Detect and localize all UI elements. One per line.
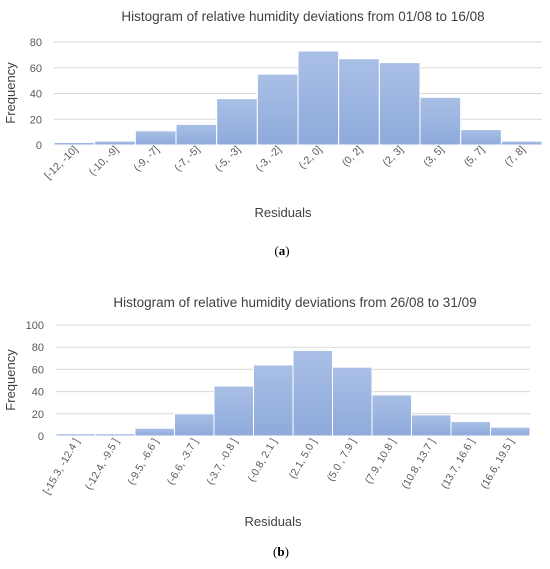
chart-title: Histogram of relative humidity deviation… <box>113 295 476 310</box>
x-category-label: (-10, -9] <box>87 144 122 179</box>
x-category-label: (-0.8, 2.1 ] <box>246 436 280 484</box>
y-tick-label: 0 <box>36 140 42 152</box>
figure-caption: (b) <box>273 544 289 559</box>
histogram-bar <box>500 140 543 146</box>
histogram-bar <box>371 394 412 437</box>
x-category-label: (13.7, 16.6 ] <box>439 436 477 491</box>
figure-caption: (a) <box>274 243 289 258</box>
x-category-label: (10.8, 13.7 ] <box>399 436 437 491</box>
histogram-bar <box>450 421 491 437</box>
x-category-label: (7.9, 10.8 ] <box>363 436 399 486</box>
histogram-panel-a: Histogram of relative humidity deviation… <box>3 9 543 258</box>
histogram-bar <box>94 140 136 146</box>
y-axis-title: Frequency <box>3 62 18 124</box>
y-tick-label: 60 <box>32 364 44 376</box>
y-tick-label: 20 <box>30 114 42 126</box>
histogram-bar <box>490 426 531 437</box>
histogram-bar <box>411 414 452 437</box>
x-category-label: (-5, -3] <box>213 144 243 174</box>
histogram-bar <box>175 123 218 146</box>
histogram-bar <box>213 385 254 437</box>
y-tick-label: 0 <box>38 431 44 443</box>
histogram-bar <box>332 366 373 437</box>
y-tick-label: 40 <box>32 387 44 399</box>
histogram-bar <box>134 427 175 437</box>
x-category-label: (-7, -5] <box>172 144 202 174</box>
y-tick-label: 80 <box>30 37 42 49</box>
histogram-bar <box>419 96 462 146</box>
histogram-bar <box>338 58 380 146</box>
x-category-label: (-12.4, -9.5 ] <box>83 436 122 492</box>
histogram-bar <box>253 364 294 437</box>
histogram-bar <box>55 433 96 437</box>
y-tick-label: 80 <box>32 342 44 354</box>
bars <box>53 50 543 146</box>
histogram-bar <box>216 98 258 146</box>
x-category-label: (-9.5, -6.6 ] <box>125 436 161 487</box>
x-axis-title: Residuals <box>244 514 302 529</box>
histogram-bar <box>292 350 333 437</box>
x-category-label: (3, 5] <box>421 144 446 169</box>
x-category-labels: [-12, -10] (-10, -9] (-9, -7] (-7, -5] (-5, … <box>42 144 528 182</box>
histogram-bar <box>134 130 177 146</box>
x-category-label: (-9, -7] <box>131 144 161 174</box>
histogram-bar <box>460 129 502 146</box>
histogram-bar <box>256 73 299 146</box>
x-axis-title: Residuals <box>254 205 312 220</box>
histogram-bar <box>297 50 340 146</box>
y-tick-label: 20 <box>32 409 44 421</box>
y-tick-label: 100 <box>26 320 44 332</box>
x-category-label: (0, 2] <box>340 144 365 169</box>
x-category-label: (-3.7, -0.8 ] <box>204 436 240 487</box>
x-category-label: [-12, -10] <box>42 144 80 182</box>
y-tick-labels: 0 20 40 60 80 100 <box>26 320 44 443</box>
x-category-label: (2.1, 5.0 ] <box>287 436 320 480</box>
histogram-panel-b: Histogram of relative humidity deviation… <box>0 286 550 569</box>
histogram-chart-b: Histogram of relative humidity deviation… <box>3 295 531 559</box>
histogram-bar <box>53 141 96 146</box>
x-category-label: (-6.6, -3.7 ] <box>165 436 201 487</box>
x-category-label: (5, 7] <box>462 144 487 169</box>
x-category-label: (7, 8] <box>502 144 527 169</box>
histogram-bar <box>174 413 215 437</box>
histogram-bar <box>95 433 136 437</box>
histogram-chart-a: Histogram of relative humidity deviation… <box>3 9 543 258</box>
x-category-label: [-15.3, -12.4 ] <box>41 436 83 496</box>
y-axis-title: Frequency <box>3 349 18 411</box>
y-tick-label: 40 <box>30 89 42 101</box>
x-category-label: (-2, 0] <box>297 144 325 172</box>
bars <box>55 350 531 437</box>
histogram-bar <box>378 62 421 146</box>
x-category-label: (5.0 , 7.9 ] <box>325 436 359 483</box>
chart-title: Histogram of relative humidity deviation… <box>121 9 484 24</box>
x-category-label: (-3, -2] <box>253 144 283 174</box>
x-category-label: (16.6, 19.5 ] <box>478 436 516 491</box>
x-category-labels: [-15.3, -12.4 ] (-12.4, -9.5 ] (-9.5, -6.6… <box>41 436 517 496</box>
y-tick-label: 60 <box>30 63 42 75</box>
y-tick-labels: 0 20 40 60 80 <box>30 37 42 152</box>
x-category-label: (2, 3] <box>380 144 405 169</box>
